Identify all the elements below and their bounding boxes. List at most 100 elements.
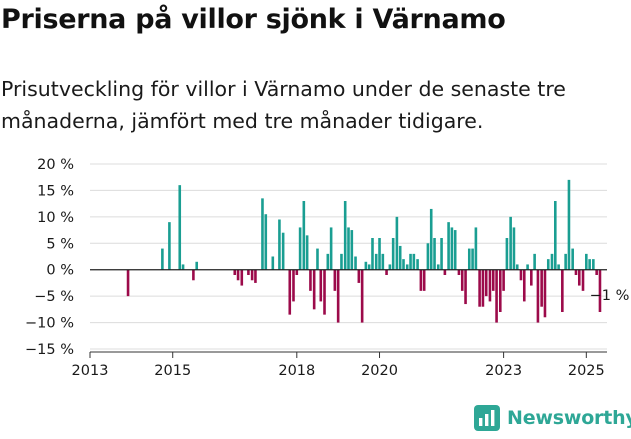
bar xyxy=(295,269,299,275)
bar xyxy=(405,264,409,270)
y-tick-label: 20 % xyxy=(37,157,74,173)
bar xyxy=(498,269,502,312)
bar xyxy=(467,248,471,270)
bar xyxy=(433,238,436,270)
bar xyxy=(254,269,257,283)
bar xyxy=(419,269,423,291)
bar xyxy=(491,269,495,291)
bar xyxy=(305,235,309,270)
bar xyxy=(298,227,302,270)
brand-name: Newsworthy xyxy=(507,407,631,429)
bar xyxy=(564,253,567,270)
bar xyxy=(505,238,509,270)
newsworthy-logo: Newsworthy xyxy=(474,405,631,431)
y-tick-label: −15 % xyxy=(25,342,74,358)
bar xyxy=(588,259,591,270)
bar xyxy=(561,269,564,312)
bar xyxy=(391,238,395,270)
x-tick-label: 2020 xyxy=(361,363,398,379)
bar xyxy=(460,269,464,291)
x-tick-label: 2013 xyxy=(72,363,109,379)
bar xyxy=(292,269,295,302)
bar xyxy=(595,269,598,275)
bar xyxy=(416,259,419,270)
bar xyxy=(264,214,268,270)
bar xyxy=(168,222,171,270)
bar xyxy=(347,227,350,270)
tick-labels: 20 % 15 % 10 % 5 % 0 % −5 % −10 % −15 % 2013 2015… xyxy=(25,157,629,379)
bar xyxy=(478,269,481,307)
axes xyxy=(89,269,607,358)
annotation-label: −1 % xyxy=(590,288,630,304)
bar xyxy=(443,269,447,275)
bar xyxy=(585,253,588,270)
bar xyxy=(309,269,312,291)
bar xyxy=(329,227,333,270)
bar xyxy=(319,269,323,302)
bar xyxy=(519,269,523,281)
bar xyxy=(395,216,399,270)
bar xyxy=(450,227,454,270)
bar xyxy=(488,269,492,302)
bar xyxy=(240,269,244,286)
bar xyxy=(412,253,416,270)
bar xyxy=(192,269,195,281)
bar xyxy=(429,208,433,270)
bar xyxy=(233,269,237,275)
bar xyxy=(447,222,450,270)
bar xyxy=(571,248,574,270)
y-tick-label: −10 % xyxy=(25,316,74,332)
bar xyxy=(357,269,361,283)
bar xyxy=(574,269,578,275)
bar xyxy=(540,269,543,307)
y-tick-label: 5 % xyxy=(46,236,74,252)
bar xyxy=(385,269,388,275)
bar xyxy=(302,201,306,270)
bar xyxy=(577,269,581,286)
bar xyxy=(581,269,585,291)
x-tick-label: 2025 xyxy=(568,363,605,379)
bar xyxy=(336,269,340,323)
bar xyxy=(495,269,498,323)
bar xyxy=(367,264,371,270)
bar xyxy=(388,264,392,270)
bar xyxy=(354,256,357,270)
bar xyxy=(440,238,443,270)
bar xyxy=(278,219,281,270)
bar xyxy=(374,253,378,270)
bar xyxy=(543,269,547,318)
x-tick-label: 2023 xyxy=(485,363,522,379)
bar xyxy=(515,264,519,270)
bar xyxy=(381,253,385,270)
bar xyxy=(554,201,557,270)
bar xyxy=(250,269,254,281)
bar xyxy=(402,259,405,270)
bar xyxy=(281,232,285,270)
bar xyxy=(181,264,185,270)
bar xyxy=(453,230,457,270)
bar xyxy=(522,269,526,302)
bar xyxy=(271,256,275,270)
bar xyxy=(464,269,467,305)
bar xyxy=(481,269,485,307)
y-tick-label: 10 % xyxy=(37,210,74,226)
chart-title: Priserna på villor sjönk i Värnamo xyxy=(1,4,506,35)
x-tick-label: 2018 xyxy=(278,363,315,379)
bar xyxy=(333,269,337,291)
bar xyxy=(533,253,536,270)
bar xyxy=(484,269,488,297)
bar xyxy=(371,238,374,270)
bar xyxy=(312,269,316,310)
bar xyxy=(261,198,264,270)
bar xyxy=(422,269,426,291)
bar xyxy=(436,264,440,270)
bar xyxy=(323,269,326,315)
bar xyxy=(178,185,182,270)
bar xyxy=(557,264,560,270)
bar xyxy=(378,238,381,270)
bar xyxy=(360,269,364,323)
bar xyxy=(457,269,461,275)
y-tick-label: −5 % xyxy=(34,289,74,305)
bar xyxy=(326,253,330,270)
bar xyxy=(471,248,474,270)
